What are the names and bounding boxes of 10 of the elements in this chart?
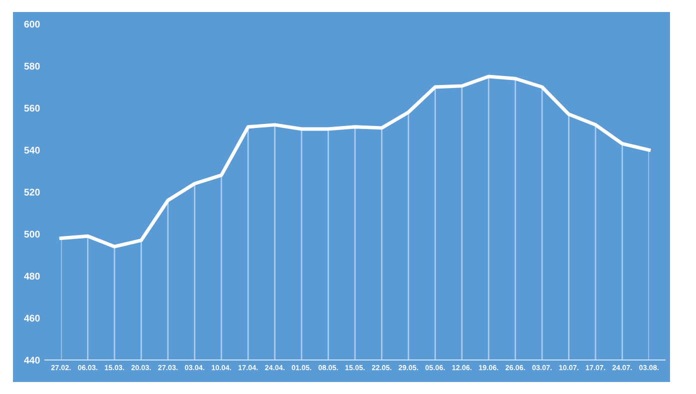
y-tick-label: 540 [24, 146, 40, 154]
y-tick-label: 520 [24, 188, 40, 196]
y-tick-label: 500 [24, 230, 40, 238]
y-tick-label: 460 [24, 314, 40, 322]
y-tick-label: 480 [24, 272, 40, 280]
y-tick-label: 600 [24, 20, 40, 28]
line-series [59, 74, 651, 248]
y-tick-label: 440 [24, 356, 40, 364]
y-tick-label: 580 [24, 62, 40, 70]
y-tick-label: 560 [24, 104, 40, 112]
